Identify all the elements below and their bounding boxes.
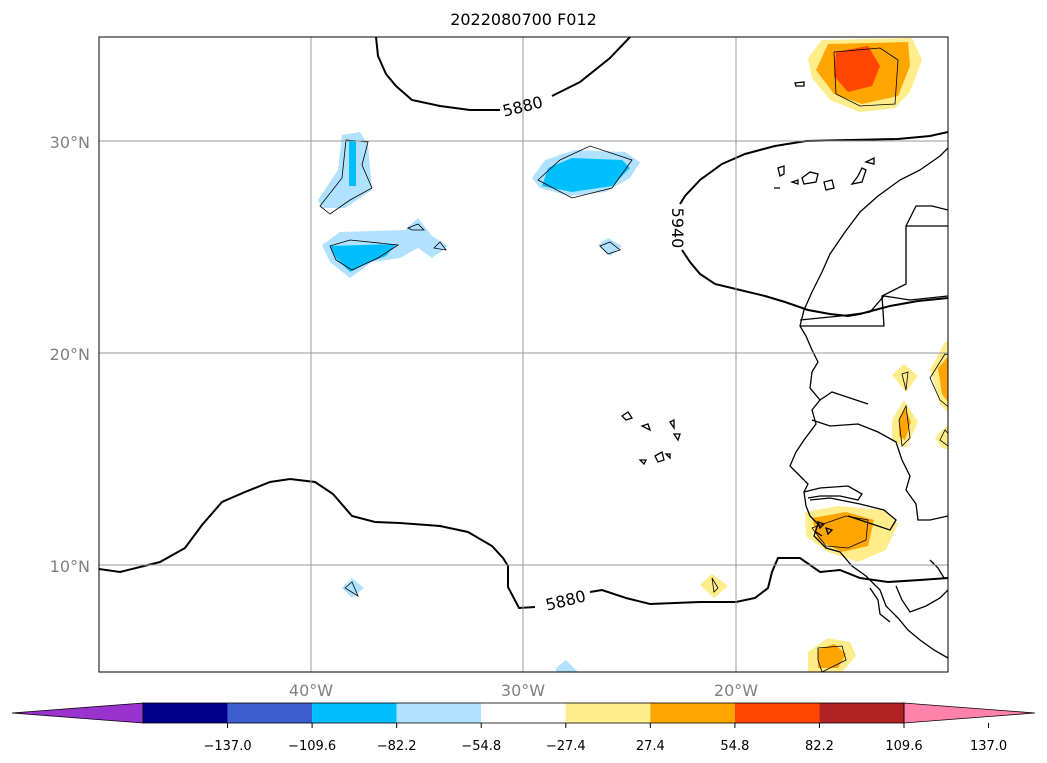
gridlines [99,37,948,672]
lon-label-40w: 40°W [289,681,333,700]
lon-label-20w: 20°W [714,681,758,700]
colorbar-cell [227,703,313,723]
height-contours [99,37,948,610]
colorbar-tick-label: −109.6 [288,739,336,754]
colorbar-tick-label: 54.8 [720,739,749,754]
colorbar-cell [565,703,651,723]
anomaly-contours [319,47,948,672]
colorbar-tick-label: 82.2 [805,739,834,754]
colorbar-tick-label: 109.6 [885,739,922,754]
colorbar [11,702,1036,724]
lat-label-20n: 20°N [50,345,90,364]
colorbar-cell [650,703,735,723]
colorbar-cell [143,703,228,723]
colorbar-extend-low [11,702,144,724]
colorbar-cell [396,703,482,723]
colorbar-tick-label: −82.2 [377,739,417,754]
colorbar-frame [142,702,905,724]
contour-label-5940: 5940 [668,208,687,249]
negative-anomaly-shading [318,132,640,672]
colorbar-tick-label: −27.4 [546,739,586,754]
colorbar-ticks: −137.0 −109.6 −82.2 −54.8 −27.4 27.4 54.8 82.2 1… [204,723,1007,754]
colorbar-tick-label: 137.0 [970,739,1007,754]
islands [620,81,875,537]
colorbar-tick-label: −54.8 [461,739,501,754]
positive-anomaly-shading [700,38,948,672]
colorbar-extend-high [903,702,1036,724]
map-title: 2022080700 F012 [450,10,597,29]
lat-label-10n: 10°N [50,557,90,576]
lon-label-30w: 30°W [501,681,545,700]
colorbar-cell [481,703,566,723]
map-frame [98,36,949,673]
coastlines [789,147,948,659]
lat-label-30n: 30°N [50,133,90,152]
colorbar-cell [312,703,397,723]
colorbar-cell [819,703,904,723]
colorbar-cell [734,703,820,723]
colorbar-tick-label: −137.0 [204,739,252,754]
colorbar-tick-label: 27.4 [636,739,665,754]
map-area: 5880 5940 5880 [99,37,948,672]
